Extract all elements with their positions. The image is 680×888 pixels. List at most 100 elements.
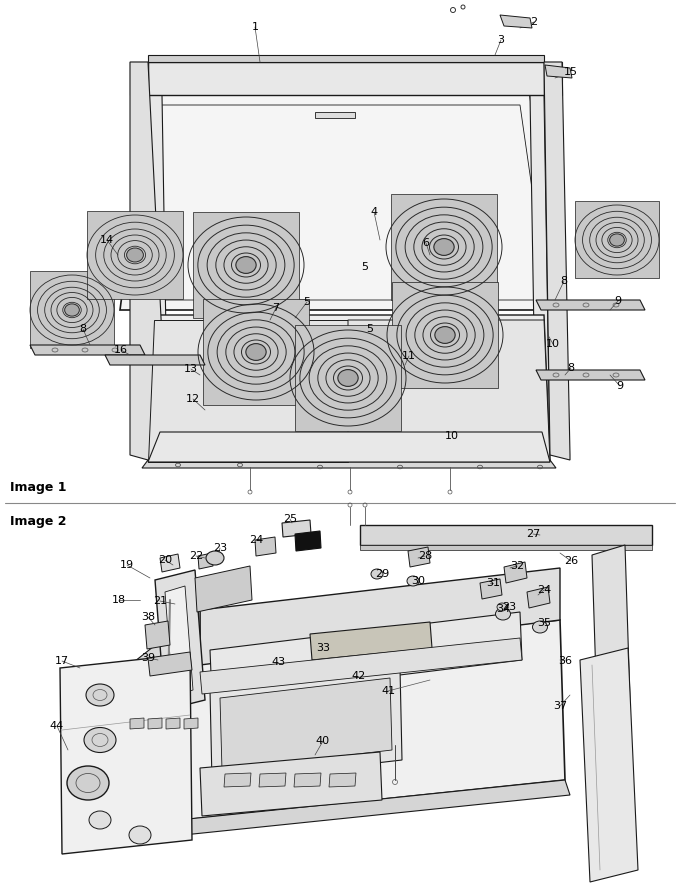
Ellipse shape [407, 576, 419, 586]
Polygon shape [315, 112, 355, 118]
Text: 15: 15 [564, 67, 578, 77]
Polygon shape [145, 621, 170, 649]
Polygon shape [166, 718, 180, 729]
Text: 5: 5 [367, 324, 373, 334]
Polygon shape [210, 612, 522, 698]
Text: 18: 18 [112, 595, 126, 605]
Polygon shape [60, 654, 192, 854]
Polygon shape [259, 773, 286, 787]
Polygon shape [310, 622, 432, 660]
Text: 41: 41 [381, 686, 395, 696]
Polygon shape [500, 15, 532, 28]
Polygon shape [294, 325, 401, 431]
Polygon shape [155, 570, 205, 710]
Polygon shape [148, 95, 168, 455]
Ellipse shape [434, 239, 454, 256]
Text: 37: 37 [553, 701, 567, 711]
Ellipse shape [86, 684, 114, 706]
Text: 17: 17 [55, 656, 69, 666]
Ellipse shape [65, 304, 80, 316]
Polygon shape [360, 545, 652, 550]
Text: 19: 19 [120, 560, 134, 570]
Text: 9: 9 [615, 296, 622, 306]
Text: 10: 10 [546, 339, 560, 349]
Text: 6: 6 [422, 238, 430, 248]
Text: 1: 1 [252, 22, 258, 32]
Text: 34: 34 [496, 604, 510, 614]
Polygon shape [329, 773, 356, 787]
Polygon shape [210, 668, 402, 782]
Polygon shape [160, 554, 180, 572]
Ellipse shape [610, 234, 624, 246]
Polygon shape [203, 299, 309, 405]
Polygon shape [360, 525, 652, 545]
Polygon shape [130, 718, 144, 729]
Polygon shape [348, 320, 550, 462]
Polygon shape [536, 370, 645, 380]
Text: 32: 32 [510, 561, 524, 571]
Text: 25: 25 [283, 514, 297, 524]
Polygon shape [148, 652, 192, 676]
Polygon shape [220, 678, 392, 770]
Text: 24: 24 [537, 585, 551, 595]
Polygon shape [580, 648, 638, 882]
Text: 40: 40 [316, 736, 330, 746]
Polygon shape [87, 211, 183, 299]
Polygon shape [184, 718, 198, 729]
Text: 21: 21 [153, 596, 167, 606]
Ellipse shape [129, 826, 151, 844]
Polygon shape [195, 566, 252, 612]
Text: 2: 2 [530, 17, 538, 27]
Text: 4: 4 [371, 207, 377, 217]
Polygon shape [536, 300, 645, 310]
Polygon shape [504, 562, 527, 583]
Text: 36: 36 [558, 656, 572, 666]
Polygon shape [255, 537, 276, 556]
Polygon shape [224, 773, 251, 787]
Ellipse shape [126, 248, 143, 262]
Text: 8: 8 [80, 324, 86, 334]
Polygon shape [130, 780, 570, 840]
Ellipse shape [435, 327, 455, 344]
Ellipse shape [246, 344, 266, 361]
Polygon shape [575, 202, 659, 279]
Polygon shape [592, 545, 630, 710]
Polygon shape [390, 194, 497, 300]
Polygon shape [282, 520, 311, 537]
Polygon shape [130, 620, 565, 825]
Polygon shape [530, 95, 550, 455]
Polygon shape [148, 315, 550, 460]
Text: 33: 33 [316, 643, 330, 653]
Polygon shape [545, 65, 572, 78]
Text: 38: 38 [141, 612, 155, 622]
Polygon shape [130, 610, 200, 720]
Polygon shape [142, 460, 556, 468]
Text: 5: 5 [362, 262, 369, 272]
Polygon shape [30, 272, 114, 348]
Text: 10: 10 [445, 431, 459, 441]
Polygon shape [480, 579, 502, 599]
Text: 29: 29 [375, 569, 389, 579]
Polygon shape [200, 568, 560, 665]
Polygon shape [105, 355, 205, 365]
Ellipse shape [236, 257, 256, 274]
Polygon shape [30, 345, 145, 355]
Text: 13: 13 [184, 364, 198, 374]
Ellipse shape [338, 369, 358, 386]
Polygon shape [130, 62, 148, 95]
Polygon shape [148, 432, 550, 462]
Text: 42: 42 [352, 671, 366, 681]
Ellipse shape [206, 551, 224, 565]
Text: 39: 39 [141, 653, 155, 663]
Text: Image 1: Image 1 [10, 480, 67, 494]
Text: 8: 8 [560, 276, 568, 286]
Polygon shape [148, 62, 544, 95]
Polygon shape [120, 95, 558, 310]
Polygon shape [148, 718, 162, 729]
Text: 7: 7 [273, 303, 279, 313]
Text: 5: 5 [303, 297, 311, 307]
Polygon shape [165, 586, 193, 696]
Text: 16: 16 [114, 345, 128, 355]
Text: 3: 3 [498, 35, 505, 45]
Ellipse shape [532, 621, 547, 633]
